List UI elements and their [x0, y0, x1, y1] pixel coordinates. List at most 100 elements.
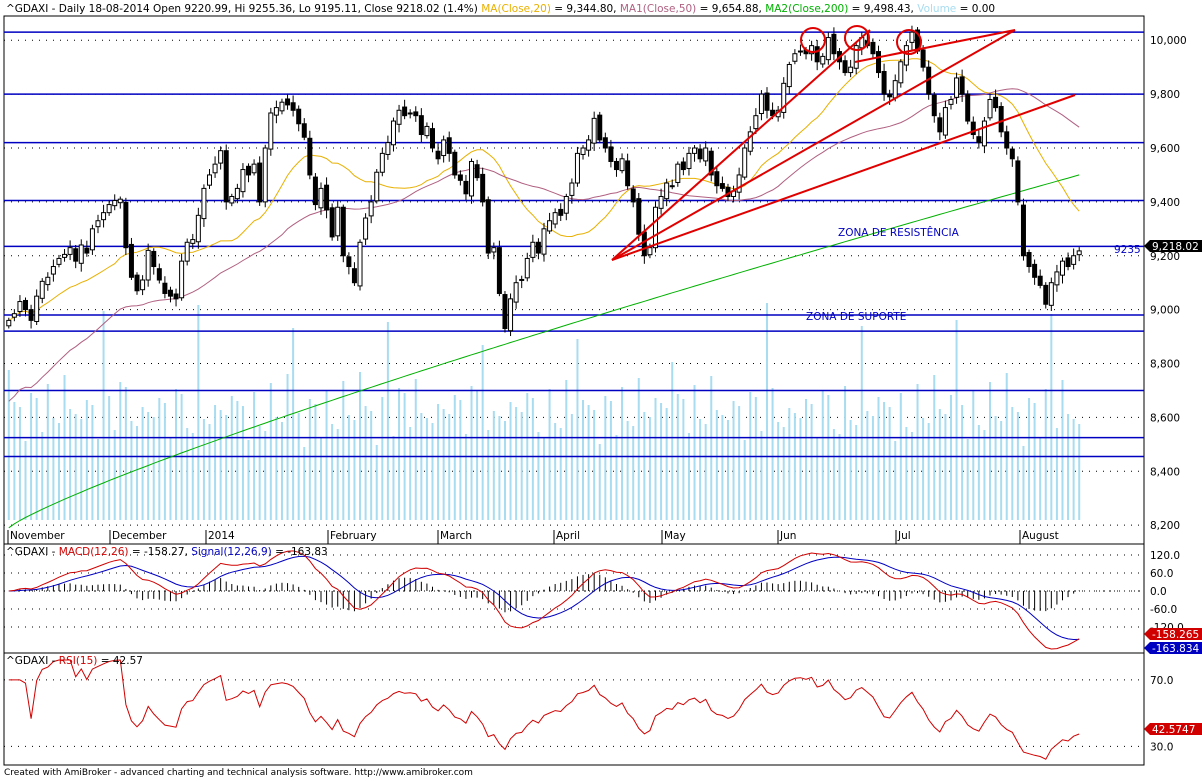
top-marker-circle — [896, 29, 922, 55]
candle-body — [56, 257, 62, 265]
volume-bar — [392, 436, 395, 520]
candle-body — [1015, 160, 1021, 203]
candle-body — [1004, 131, 1010, 149]
candle-body — [469, 160, 475, 197]
candle-body — [95, 220, 101, 228]
candle-body — [11, 313, 17, 318]
volume-bar — [827, 395, 830, 520]
x-tick-label: February — [330, 530, 377, 542]
candle-body — [636, 198, 642, 235]
footer-credit: Created with AmiBroker - advanced charti… — [4, 768, 473, 778]
x-tick-label: December — [112, 530, 167, 542]
volume-bar — [955, 320, 958, 520]
volume-bar — [7, 370, 10, 520]
volume-bar — [247, 440, 250, 520]
candle-body — [697, 148, 703, 160]
price-tick-label: 10,000 — [1150, 35, 1187, 47]
svg-text:-158.265: -158.265 — [1152, 629, 1199, 641]
volume-bar — [582, 400, 585, 520]
volume-bar — [816, 438, 819, 520]
svg-text:42.5747: 42.5747 — [1152, 724, 1195, 736]
candle-body — [675, 163, 681, 183]
x-tick-label: May — [664, 530, 686, 542]
volume-bar — [381, 397, 384, 520]
candle-body — [558, 208, 564, 216]
candle-body — [6, 319, 12, 327]
candle-body — [608, 146, 614, 162]
candle-body — [134, 274, 140, 292]
candle-body — [998, 106, 1004, 133]
candle-body — [1054, 271, 1060, 286]
volume-bar — [57, 423, 60, 520]
volume-bar — [481, 345, 484, 520]
candle-body — [1065, 257, 1071, 268]
candle-body — [62, 253, 68, 258]
candle-body — [307, 137, 313, 176]
candle-body — [513, 282, 519, 303]
candle-body — [586, 139, 592, 151]
volume-bar — [637, 378, 640, 520]
svg-text:-163.834: -163.834 — [1152, 643, 1200, 655]
candle-body — [931, 94, 937, 117]
candle-body — [552, 212, 558, 225]
volume-bar — [871, 416, 874, 520]
candle-body — [402, 106, 408, 117]
candle-body — [602, 137, 608, 149]
candle-body — [184, 241, 190, 262]
volume-bar — [191, 433, 194, 520]
volume-bar — [1033, 403, 1036, 520]
volume-bar — [548, 389, 551, 520]
volume-bar — [515, 407, 518, 520]
candle-body — [664, 182, 670, 200]
volume-bar — [275, 417, 278, 520]
volume-bar — [838, 434, 841, 520]
volume-bar — [498, 416, 501, 520]
candle-body — [457, 174, 463, 181]
macd-tick-label: 0.0 — [1150, 586, 1167, 598]
volume-bar — [699, 419, 702, 520]
volume-bar — [487, 430, 490, 520]
top-marker-circle — [800, 27, 826, 53]
candle-body — [39, 280, 45, 299]
price-tick-label: 8,200 — [1150, 520, 1180, 532]
volume-bar — [654, 398, 657, 520]
volume-bar — [687, 433, 690, 520]
volume-bar — [331, 424, 334, 520]
candle-body — [212, 163, 218, 174]
candle-body — [351, 268, 357, 284]
volume-bar — [52, 418, 55, 520]
candle-body — [814, 46, 820, 63]
volume-bar — [359, 372, 362, 520]
volume-bar — [559, 428, 562, 520]
candle-body — [970, 121, 976, 136]
volume-bar — [972, 391, 975, 520]
candle-body — [84, 247, 90, 254]
volume-bar — [1044, 389, 1047, 520]
candle-body — [324, 184, 330, 211]
candle-body — [809, 45, 815, 55]
candle-body — [396, 109, 402, 125]
candle-body — [619, 158, 625, 172]
candle-body — [368, 201, 374, 217]
volume-bar — [398, 388, 401, 520]
volume-bar — [922, 418, 925, 520]
candle-body — [390, 120, 396, 146]
trendline — [611, 94, 1076, 261]
trendlines — [611, 25, 1076, 261]
volume-bar — [682, 399, 685, 520]
volume-bar — [102, 311, 105, 520]
volume-bar — [810, 404, 813, 520]
candle-body — [28, 309, 34, 321]
candle-body — [78, 244, 84, 264]
volume-bar — [63, 375, 66, 520]
volume-bar — [409, 427, 412, 520]
price-badge: 9,218.02 — [1144, 240, 1202, 253]
candle-body — [234, 187, 240, 200]
candle-body — [569, 182, 575, 196]
volume-bar — [799, 418, 802, 520]
candle-body — [363, 217, 369, 240]
volume-bar — [158, 398, 161, 520]
price-y-axis: 8,200 8,400 8,600 8,800 9,000 9,200 9,400 9,600… — [1150, 35, 1187, 532]
candle-body — [965, 93, 971, 122]
candle-body — [942, 107, 948, 136]
